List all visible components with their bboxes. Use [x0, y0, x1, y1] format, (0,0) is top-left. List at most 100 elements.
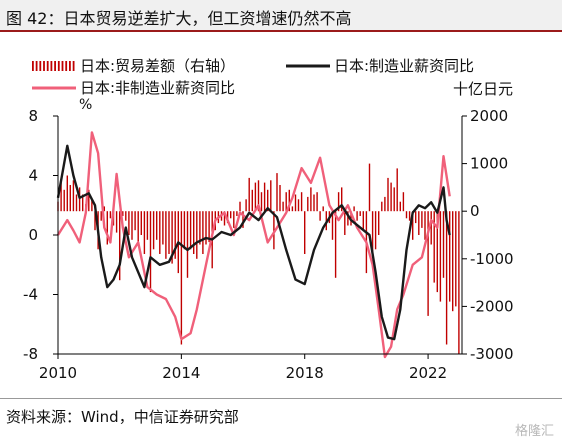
trade-balance-bar [427, 211, 429, 316]
trade-balance-bar [140, 211, 142, 235]
x-axis-tick-label: 2018 [286, 364, 324, 382]
trade-balance-bar [362, 211, 364, 231]
trade-balance-bar [131, 211, 133, 240]
trade-balance-bar [300, 192, 303, 212]
trade-balance-bar [245, 199, 247, 212]
trade-balance-bar [408, 211, 411, 221]
trade-balance-bar [421, 211, 423, 228]
trade-balance-bar [60, 182, 62, 212]
trade-balance-bar [174, 211, 176, 259]
trade-balance-bar [82, 194, 84, 212]
legend-bar-swatch [39, 61, 42, 71]
trade-balance-bar [143, 211, 146, 254]
trade-balance-bar [285, 192, 287, 212]
trade-balance-bar [230, 211, 232, 219]
trade-balance-bar [106, 211, 108, 245]
trade-balance-bar [63, 189, 65, 212]
trade-balance-bar [337, 192, 340, 212]
legend-bar-swatch [35, 61, 38, 71]
trade-balance-bar [276, 173, 278, 212]
trade-balance-bar [202, 211, 204, 254]
trade-balance-bar [267, 189, 269, 212]
chart-title: 图 42：日本贸易逆差扩大，但工资增速仍然不高 [6, 9, 352, 28]
trade-balance-bar [458, 211, 460, 354]
left-axis-tick-label: -4 [23, 286, 38, 304]
trade-balance-bar [119, 211, 121, 281]
trade-balance-bar [270, 180, 272, 212]
trade-balance-bar [322, 206, 324, 212]
trade-balance-bar [393, 187, 395, 212]
trade-balance-bar [233, 211, 235, 228]
legend-bar-swatch [32, 61, 34, 71]
trade-balance-bar [162, 211, 164, 245]
trade-balance-bar [254, 182, 257, 212]
trade-balance-bar [199, 211, 201, 245]
trade-balance-bar [390, 182, 392, 212]
trade-balance-bar [125, 211, 127, 221]
trade-balance-bar [69, 185, 71, 212]
trade-balance-bar [91, 199, 93, 212]
right-axis-tick-label: -2000 [470, 297, 514, 315]
trade-balance-bar [273, 211, 275, 250]
trade-balance-bar [223, 211, 226, 226]
legend-label: 日本:非制造业薪资同比 [80, 79, 235, 97]
trade-balance-bar [134, 211, 136, 231]
legend-bar-swatch [57, 61, 60, 71]
trade-balance-bar [282, 201, 284, 212]
trade-balance-bar [402, 192, 405, 212]
trade-balance-bar [78, 187, 81, 212]
trade-balance-bar [449, 211, 451, 302]
right-axis-tick-label: 0 [470, 202, 480, 220]
trade-balance-bar [149, 211, 152, 293]
trade-balance-bar [353, 206, 355, 212]
trade-balance-bar [288, 189, 290, 212]
trade-balance-bar [159, 211, 161, 254]
trade-balance-bar [257, 180, 260, 212]
trade-balance-bar [115, 211, 118, 233]
legend-label: 日本:贸易差额（右轴） [80, 57, 235, 75]
trade-balance-bar [319, 211, 321, 221]
trade-balance-bar [405, 211, 408, 219]
trade-balance-bar [316, 192, 318, 212]
trade-balance-bar [381, 201, 383, 212]
trade-balance-bar [251, 189, 253, 212]
trade-balance-bar [341, 187, 343, 212]
trade-balance-bar [371, 211, 374, 254]
left-axis-tick-label: 0 [28, 226, 38, 244]
trade-balance-bar [455, 211, 457, 307]
legend-bar-swatch [72, 61, 75, 71]
trade-balance-bar [424, 211, 426, 240]
trade-balance-bar [208, 211, 210, 243]
trade-balance-bar [368, 163, 371, 212]
trade-balance-bar [260, 192, 263, 212]
trade-balance-bar [165, 211, 167, 259]
trade-balance-bar [334, 211, 337, 278]
trade-balance-bar [387, 177, 389, 212]
trade-balance-bar [307, 196, 309, 212]
right-axis-tick-label: -3000 [470, 345, 514, 363]
axes: 8 4 0 -4 -8% 2000 1000 0 -1000 -2000 -3000 十亿日元 2010… [23, 80, 514, 382]
trade-balance-bar [412, 211, 414, 240]
legend-bar-swatch [61, 61, 64, 71]
trade-balance-bar [66, 175, 68, 212]
trade-balance-bar [137, 211, 139, 245]
trade-balance-bar [94, 211, 96, 231]
trade-balance-bar [331, 211, 334, 240]
trade-balance-bar [378, 211, 380, 235]
trade-balance-bar [399, 201, 401, 212]
legend-bar-swatch [65, 61, 68, 71]
trade-balance-bar [279, 185, 281, 212]
trade-balance-bar [356, 211, 358, 221]
trade-balance-bar [205, 211, 207, 245]
legend-bar-swatch [46, 61, 49, 71]
trade-balance-bar [122, 211, 124, 216]
trade-balance-bar [242, 211, 244, 228]
trade-balance-bar [75, 194, 78, 212]
trade-balance-bar [430, 211, 432, 245]
left-axis-tick-label: 4 [28, 167, 38, 185]
manufacturing-wage-line [56, 144, 451, 341]
trade-balance-bar [433, 211, 435, 283]
left-axis-tick-label: -8 [23, 345, 38, 363]
trade-balance-bar [418, 211, 420, 235]
